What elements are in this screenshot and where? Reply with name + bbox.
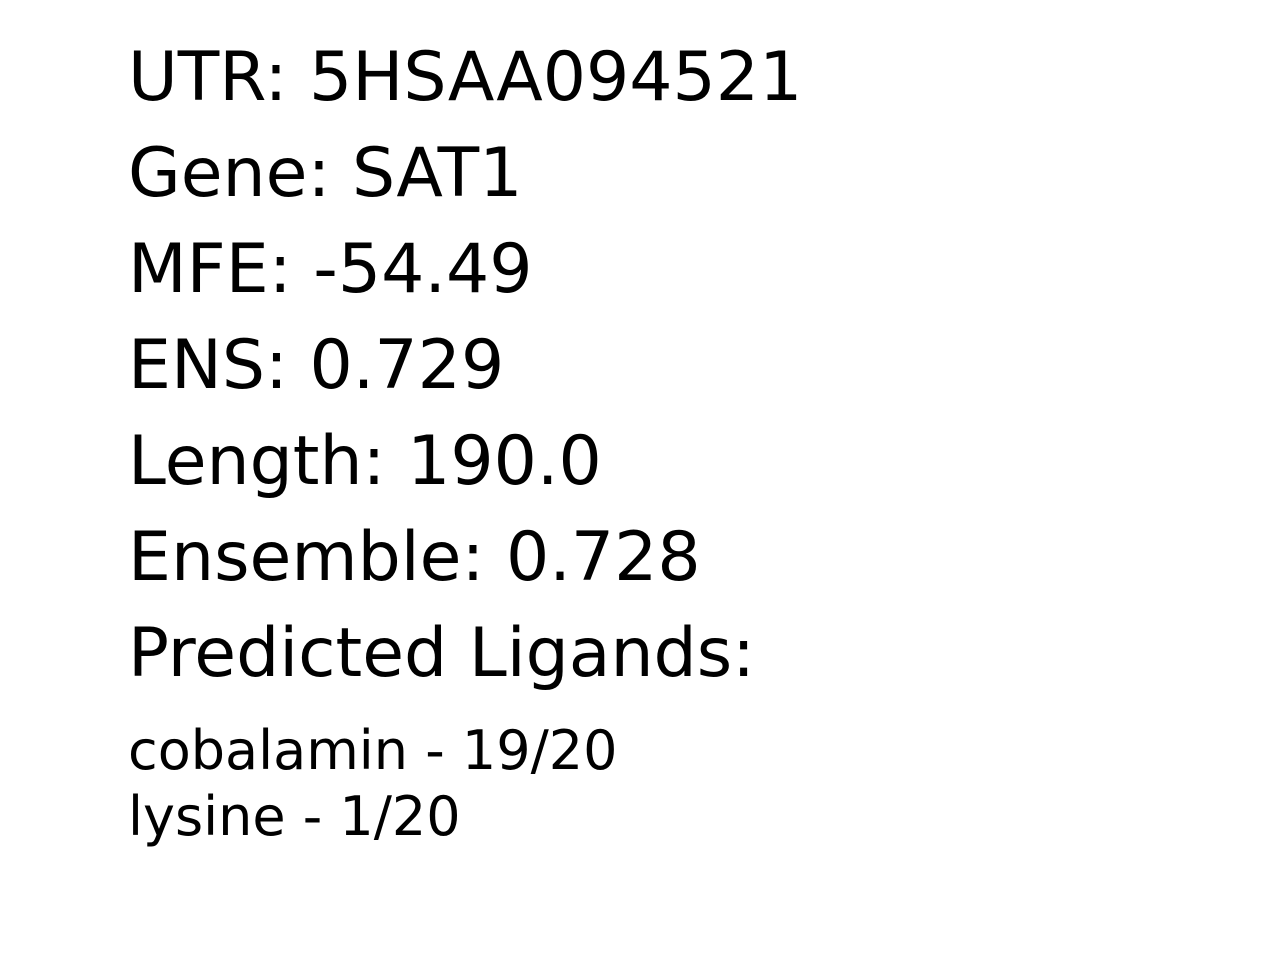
ensemble-label: Ensemble: [128, 518, 462, 597]
length-label: Length: [128, 422, 363, 501]
ligand-score: 19/20: [461, 719, 618, 782]
gene-label: Gene: [128, 134, 308, 213]
ligand-score: 1/20: [339, 785, 461, 848]
info-block: UTR: 5HSAA094521 Gene: SAT1 MFE: -54.49 …: [128, 30, 1228, 702]
ligands-heading: Predicted Ligands:: [128, 614, 756, 693]
ens-line: ENS: 0.729: [128, 326, 505, 405]
ligand-list: cobalamin - 19/20 lysine - 1/20: [128, 718, 1228, 850]
mfe-line: MFE: -54.49: [128, 230, 533, 309]
utr-label: UTR: [128, 38, 265, 117]
ligand-name: lysine: [128, 785, 286, 848]
ens-label: ENS: [128, 326, 265, 405]
ensemble-line: Ensemble: 0.728: [128, 518, 701, 597]
gene-value: SAT1: [352, 134, 523, 213]
length-line: Length: 190.0: [128, 422, 602, 501]
mfe-value: -54.49: [313, 230, 533, 309]
utr-value: 5HSAA094521: [309, 38, 803, 117]
ligand-item: lysine - 1/20: [128, 785, 461, 848]
ligand-item: cobalamin - 19/20: [128, 719, 618, 782]
ligand-name: cobalamin: [128, 719, 409, 782]
mfe-label: MFE: [128, 230, 269, 309]
ens-value: 0.729: [309, 326, 505, 405]
gene-line: Gene: SAT1: [128, 134, 523, 213]
length-value: 190.0: [407, 422, 602, 501]
ensemble-value: 0.728: [506, 518, 701, 597]
utr-line: UTR: 5HSAA094521: [128, 38, 803, 117]
